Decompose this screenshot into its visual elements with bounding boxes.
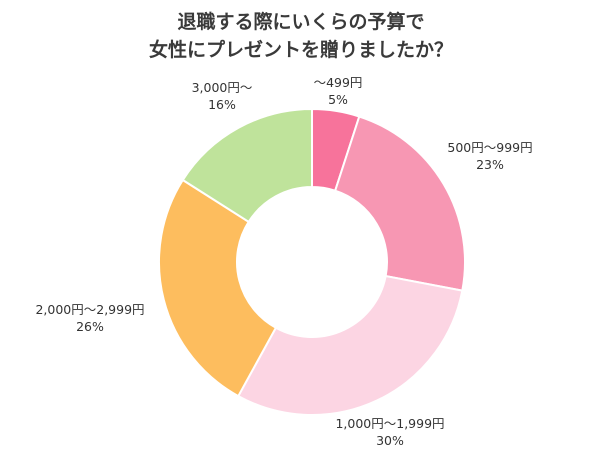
donut-slice-1 <box>333 115 466 292</box>
label-category-4: 3,000円～ <box>192 80 253 95</box>
label-percent-2: 30% <box>376 433 404 448</box>
donut-slice-4 <box>181 107 313 224</box>
label-category-1: 500円～999円 <box>447 140 532 155</box>
label-category-0: ～499円 <box>314 75 363 90</box>
chart-title-line-2: 女性にプレゼントを贈りましたか？ <box>148 39 453 61</box>
label-percent-0: 5% <box>328 92 348 107</box>
donut-slice-2 <box>236 274 464 416</box>
label-percent-3: 26% <box>76 319 104 334</box>
donut-slice-3 <box>158 178 278 398</box>
chart-title: 退職する際にいくらの予算で 女性にプレゼントを贈りましたか？ <box>0 8 602 64</box>
label-category-3: 2,000円～2,999円 <box>35 302 144 317</box>
label-category-2: 1,000円～1,999円 <box>335 416 444 431</box>
donut-slices <box>158 107 466 416</box>
chart-title-line-1: 退職する際にいくらの予算で <box>177 11 425 33</box>
label-percent-1: 23% <box>476 157 504 172</box>
label-percent-4: 16% <box>208 97 236 112</box>
